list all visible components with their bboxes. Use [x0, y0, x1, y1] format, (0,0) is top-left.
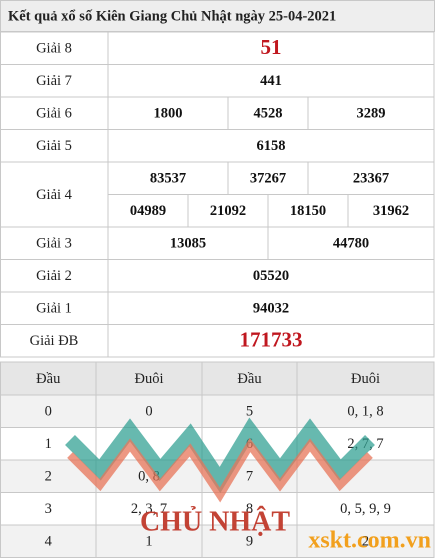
prize-number: 441: [260, 73, 282, 89]
prize-number: 4528: [254, 106, 283, 122]
watermark: CHỦ NHẬT xskt.com.vn: [65, 417, 431, 554]
loto-value: 1: [145, 534, 152, 550]
loto-value: 0, 1, 8: [347, 404, 383, 420]
prize-number: 44780: [333, 236, 369, 252]
prize-number: 83537: [150, 171, 186, 187]
prize-number: 31962: [373, 203, 409, 219]
prize-number: 1800: [154, 106, 183, 122]
loto-header: Đầu: [36, 371, 60, 387]
loto-cell: [95, 524, 203, 558]
loto-value: 3: [45, 501, 52, 517]
prize-number: 6158: [257, 138, 286, 154]
loto-cell: [296, 492, 435, 526]
prize-table: Giải 8 51 Giải 7 441 Giải 6 1800 4528 3289 Giải …: [0, 31, 435, 358]
loto-value: 2: [362, 534, 369, 550]
loto-value: 8: [246, 501, 253, 517]
prize-label: Giải 3: [36, 236, 72, 252]
loto-cell: [296, 394, 435, 428]
prize-number: 94032: [253, 301, 289, 317]
decoration: [67, 437, 373, 503]
loto-value: 4: [45, 534, 53, 550]
prize-number: 05520: [253, 268, 289, 284]
watermark-day: CHỦ NHẬT: [140, 506, 290, 537]
prize-number: 04989: [130, 203, 166, 219]
watermark-site: xskt.com.vn: [308, 528, 431, 554]
prize-label: Giải 8: [36, 41, 72, 57]
loto-header-cell: [296, 361, 435, 396]
prize-number: 21092: [210, 203, 246, 219]
loto-value: 0: [45, 404, 52, 420]
loto-value: 1: [45, 436, 52, 452]
prize-label: Giải ĐB: [30, 333, 79, 349]
loto-cell: [0, 394, 97, 428]
prize-label: Giải 2: [36, 268, 72, 284]
prize-number: 18150: [290, 203, 326, 219]
loto-cell: [0, 492, 97, 526]
prize-label: Giải 6: [36, 106, 72, 122]
loto-header: Đầu: [237, 371, 261, 387]
prize-number: 13085: [170, 236, 206, 252]
loto-value: 0, 5, 9, 9: [340, 501, 391, 517]
loto-value: 2: [45, 469, 52, 485]
prize-label: Giải 5: [36, 138, 72, 154]
prize-number-cell: [107, 324, 435, 358]
prize-label: Giải 1: [36, 301, 72, 317]
decoration: [65, 417, 375, 494]
prize-number: 37267: [250, 171, 286, 187]
prize-label: Giải 7: [36, 73, 72, 89]
loto-value: 5: [246, 404, 253, 420]
prize-number: 23367: [353, 171, 389, 187]
loto-value: 9: [246, 534, 253, 550]
loto-value: 0: [145, 404, 152, 420]
loto-value: 7: [246, 469, 253, 485]
page-title: Kết quả xổ số Kiên Giang Chủ Nhật ngày 2…: [8, 8, 336, 24]
title-bar: [0, 0, 435, 32]
prize-number: 171733: [240, 328, 303, 352]
prize-label: Giải 4: [36, 187, 73, 203]
prize-number: 51: [261, 35, 282, 59]
loto-value: 2, 3, 7: [131, 501, 167, 517]
prize-number: 3289: [357, 106, 386, 122]
loto-header: Đuôi: [351, 371, 380, 387]
loto-header: Đuôi: [135, 371, 164, 387]
loto-header-cell: [201, 361, 298, 396]
